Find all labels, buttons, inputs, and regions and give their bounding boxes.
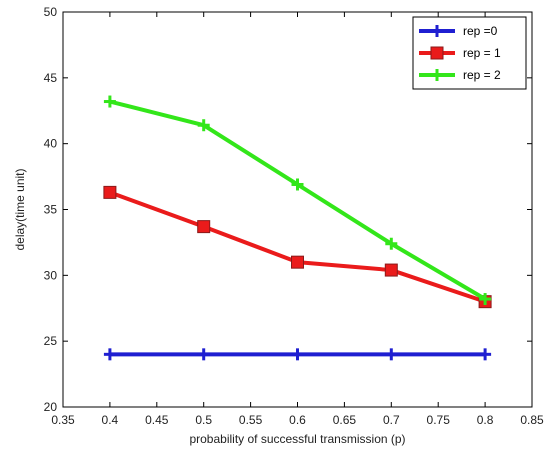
data-point: [385, 237, 398, 250]
legend-marker: [431, 69, 443, 81]
data-point: [197, 348, 210, 361]
x-tick-label: 0.7: [383, 413, 400, 427]
legend-item: rep =0: [419, 24, 498, 38]
data-point: [384, 263, 398, 277]
data-point: [197, 119, 210, 132]
data-point: [103, 348, 116, 361]
x-tick-label: 0.6: [289, 413, 306, 427]
y-tick-label: 20: [44, 400, 58, 414]
y-axis-label: delay(time unit): [13, 168, 27, 250]
data-point: [291, 348, 304, 361]
data-point: [385, 348, 398, 361]
data-point: [479, 293, 492, 306]
data-point: [479, 348, 492, 361]
x-tick-label: 0.8: [477, 413, 494, 427]
data-point: [103, 95, 116, 108]
legend: rep =0 rep = 1 rep = 2: [412, 16, 527, 90]
y-tick-label: 45: [44, 71, 58, 85]
y-tick-label: 35: [44, 203, 58, 217]
axis-ticks: 0.35 0.4 0.45 0.5 0.55 0.6 0.65 0.7 0.75 0.8 0.85 2…: [44, 5, 544, 427]
x-axis-label: probability of successful transmission (…: [189, 432, 405, 446]
legend-item: rep = 1: [419, 46, 501, 60]
series-layer: [103, 95, 492, 361]
legend-marker: [431, 25, 443, 37]
y-tick-label: 25: [44, 334, 58, 348]
x-tick-label: 0.65: [333, 413, 357, 427]
y-tick-label: 30: [44, 268, 58, 282]
x-tick-label: 0.4: [102, 413, 119, 427]
legend-label: rep = 1: [463, 46, 501, 60]
y-tick-label: 40: [44, 137, 58, 151]
legend-label: rep =0: [463, 24, 498, 38]
x-tick-label: 0.75: [427, 413, 451, 427]
legend-label: rep = 2: [463, 68, 501, 82]
legend-marker: [430, 46, 444, 60]
data-point: [291, 178, 304, 191]
x-tick-label: 0.5: [195, 413, 212, 427]
y-tick-label: 50: [44, 5, 58, 19]
x-tick-label: 0.85: [520, 413, 544, 427]
series-0: [103, 348, 492, 361]
data-point: [103, 185, 117, 199]
x-tick-label: 0.45: [145, 413, 169, 427]
x-tick-label: 0.55: [239, 413, 263, 427]
data-point: [197, 220, 211, 234]
series-2: [103, 95, 492, 306]
data-point: [291, 255, 304, 269]
legend-item: rep = 2: [419, 68, 501, 82]
x-tick-label: 0.35: [51, 413, 75, 427]
